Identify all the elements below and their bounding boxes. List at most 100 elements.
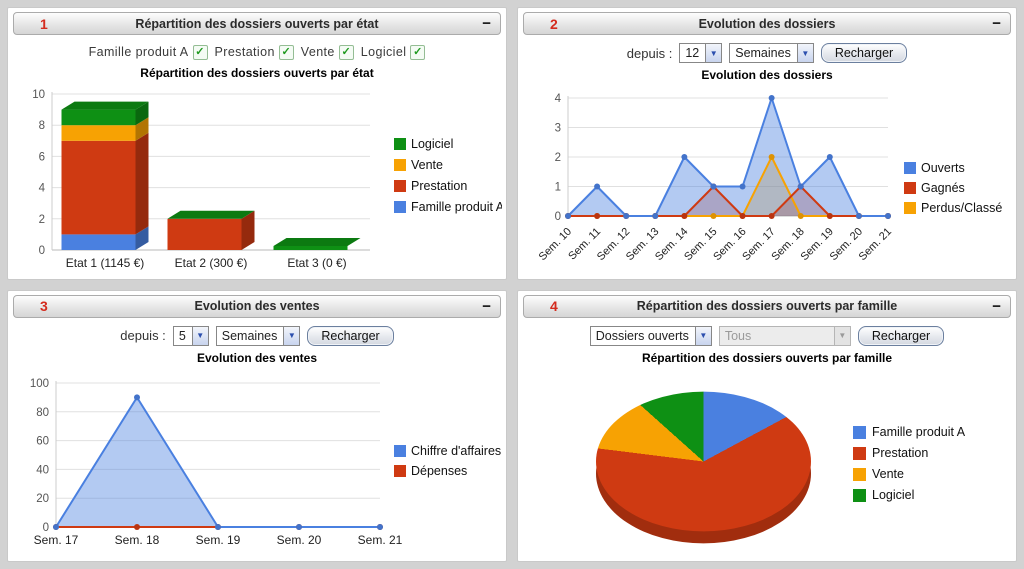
svg-text:10: 10 [32, 89, 45, 101]
panel-3-number: 3 [40, 298, 48, 314]
filter-label: Vente [300, 45, 335, 59]
panel-3-controls: depuis : 5 ▼ Semaines ▼ Recharger [8, 319, 506, 347]
panel-4-header[interactable]: 4 Répartition des dossiers ouverts par f… [523, 294, 1011, 318]
legend-item-logiciel: Logiciel [394, 137, 453, 151]
svg-text:0: 0 [555, 211, 561, 223]
legend-label: Prestation [872, 446, 929, 461]
svg-text:Sem. 17: Sem. 17 [34, 533, 79, 547]
svg-text:Chiffre d'affaires: Chiffre d'affaires [411, 444, 501, 458]
svg-text:20: 20 [36, 493, 49, 505]
panel-3-title: Evolution des ventes [194, 299, 320, 313]
filter-checkbox-row: Famille produit A ✓ Prestation ✓ Vente ✓ Logic… [8, 36, 506, 62]
panel-2-header[interactable]: 2 Evolution des dossiers − [523, 12, 1011, 35]
checkbox-icon[interactable]: ✓ [410, 44, 426, 60]
dossier-type-value: Dossiers ouverts [595, 328, 689, 343]
checkbox-icon[interactable]: ✓ [192, 44, 208, 60]
panel-1-header[interactable]: 1 Répartition des dossiers ouverts par é… [13, 12, 501, 35]
recharger-button[interactable]: Recharger [307, 325, 394, 346]
collapse-icon[interactable]: − [482, 297, 491, 315]
chevron-down-icon: ▼ [796, 44, 813, 62]
svg-text:Sem. 21: Sem. 21 [358, 533, 403, 547]
filter-vente[interactable]: Vente ✓ [300, 44, 354, 60]
legend-label: Famille produit A [872, 425, 966, 440]
bar-etat-3-0- [273, 238, 361, 250]
period-unit-select[interactable]: Semaines ▼ [215, 325, 301, 346]
legend-item-famille-produit-a: Famille produit A [394, 200, 502, 214]
panel-evolution-dossiers: 2 Evolution des dossiers − depuis : 12 ▼… [517, 7, 1017, 280]
svg-text:6: 6 [39, 151, 45, 163]
bar-etat-2-300- [167, 210, 255, 250]
period-unit-value: Semaines [735, 46, 791, 60]
svg-text:Etat 1 (1145 €): Etat 1 (1145 €) [66, 256, 145, 270]
recharger-button[interactable]: Recharger [857, 325, 945, 346]
chart-1-area: 0 2 4 6 8 10 Etat 1 (1145 €) Etat 2 (300 €) Etat… [8, 82, 506, 279]
svg-text:80: 80 [36, 406, 49, 418]
chart-2-title: Evolution des dossiers [701, 68, 833, 82]
checkbox-icon[interactable]: ✓ [278, 44, 294, 60]
svg-text:Sem. 21: Sem. 21 [857, 226, 894, 263]
collapse-icon[interactable]: − [482, 15, 491, 32]
chart-4-title: Répartition des dossiers ouverts par fam… [641, 350, 893, 365]
svg-text:4: 4 [555, 93, 562, 105]
dossier-type-select[interactable]: Dossiers ouverts ▼ [589, 325, 712, 346]
panel-4-title: Répartition des dossiers ouverts par fam… [636, 299, 898, 313]
svg-text:Ouverts: Ouverts [921, 161, 965, 175]
collapse-icon[interactable]: − [992, 297, 1001, 315]
period-unit-select[interactable]: Semaines ▼ [729, 43, 814, 63]
famille-filter-select-disabled: Tous ▼ [718, 325, 851, 346]
depuis-label: depuis : [120, 328, 166, 343]
svg-text:Vente: Vente [411, 158, 443, 172]
legend-item-logiciel: Logiciel [853, 488, 965, 502]
svg-text:40: 40 [36, 464, 49, 476]
period-count-value: 12 [685, 46, 700, 60]
legend-item-gagnes: Gagnés [904, 181, 965, 195]
panel-4-controls: Dossiers ouverts ▼ Tous ▼ Recharger [518, 319, 1016, 347]
legend-item-vente: Vente [394, 158, 443, 172]
svg-text:Dépenses: Dépenses [411, 464, 467, 478]
chart-legend: Chiffre d'affaires Dépenses [394, 444, 501, 478]
panel-2-number: 2 [550, 15, 558, 32]
legend-item-vente: Vente [853, 467, 965, 481]
panel-3-header[interactable]: 3 Evolution des ventes − [13, 294, 501, 318]
pie-chart [596, 388, 811, 544]
svg-text:0: 0 [39, 245, 45, 257]
filter-famille-produit-a[interactable]: Famille produit A ✓ [88, 44, 208, 60]
filter-label: Famille produit A [88, 45, 189, 59]
chevron-down-icon: ▼ [191, 326, 208, 345]
legend-label: Logiciel [872, 488, 915, 503]
panel-1-number: 1 [40, 15, 48, 32]
svg-text:60: 60 [36, 435, 49, 447]
area-chart-plot: 0 20 40 60 80 100 Sem. 17 Sem. 18 Sem. 19 Sem. 20… [30, 378, 403, 547]
filter-logiciel[interactable]: Logiciel ✓ [360, 44, 426, 60]
svg-text:4: 4 [39, 183, 46, 195]
svg-text:Sem. 19: Sem. 19 [196, 533, 241, 547]
svg-text:0: 0 [43, 522, 49, 534]
svg-text:Sem. 20: Sem. 20 [277, 533, 322, 547]
collapse-icon[interactable]: − [992, 15, 1001, 32]
panel-1-title: Répartition des dossiers ouverts par éta… [135, 16, 379, 31]
panel-2-title: Evolution des dossiers [698, 16, 836, 31]
chevron-down-icon: ▼ [705, 44, 722, 62]
checkbox-icon[interactable]: ✓ [338, 44, 354, 60]
svg-text:2: 2 [39, 214, 45, 226]
pie-slices [596, 391, 811, 532]
svg-text:Perdus/Classé: Perdus/Classé [921, 201, 1002, 215]
chart-legend: Ouverts Gagnés Perdus/Classé [904, 161, 1002, 215]
svg-text:Etat 2 (300 €): Etat 2 (300 €) [175, 256, 248, 270]
period-count-select[interactable]: 12 ▼ [679, 43, 723, 63]
stacked-bar-chart-svg: 0 2 4 6 8 10 Etat 1 (1145 €) Etat 2 (300 €) Etat… [32, 89, 502, 270]
recharger-button[interactable]: Recharger [820, 43, 908, 63]
period-unit-value: Semaines [221, 328, 278, 343]
svg-text:Sem. 18: Sem. 18 [115, 533, 160, 547]
filter-label: Logiciel [360, 45, 407, 59]
filter-prestation[interactable]: Prestation ✓ [215, 44, 294, 60]
legend-label: Vente [872, 467, 904, 482]
svg-text:8: 8 [39, 120, 45, 132]
svg-text:1: 1 [555, 182, 561, 194]
period-count-select[interactable]: 5 ▼ [172, 325, 209, 346]
legend-swatch [853, 467, 866, 481]
svg-text:Etat 3 (0 €): Etat 3 (0 €) [287, 256, 346, 270]
